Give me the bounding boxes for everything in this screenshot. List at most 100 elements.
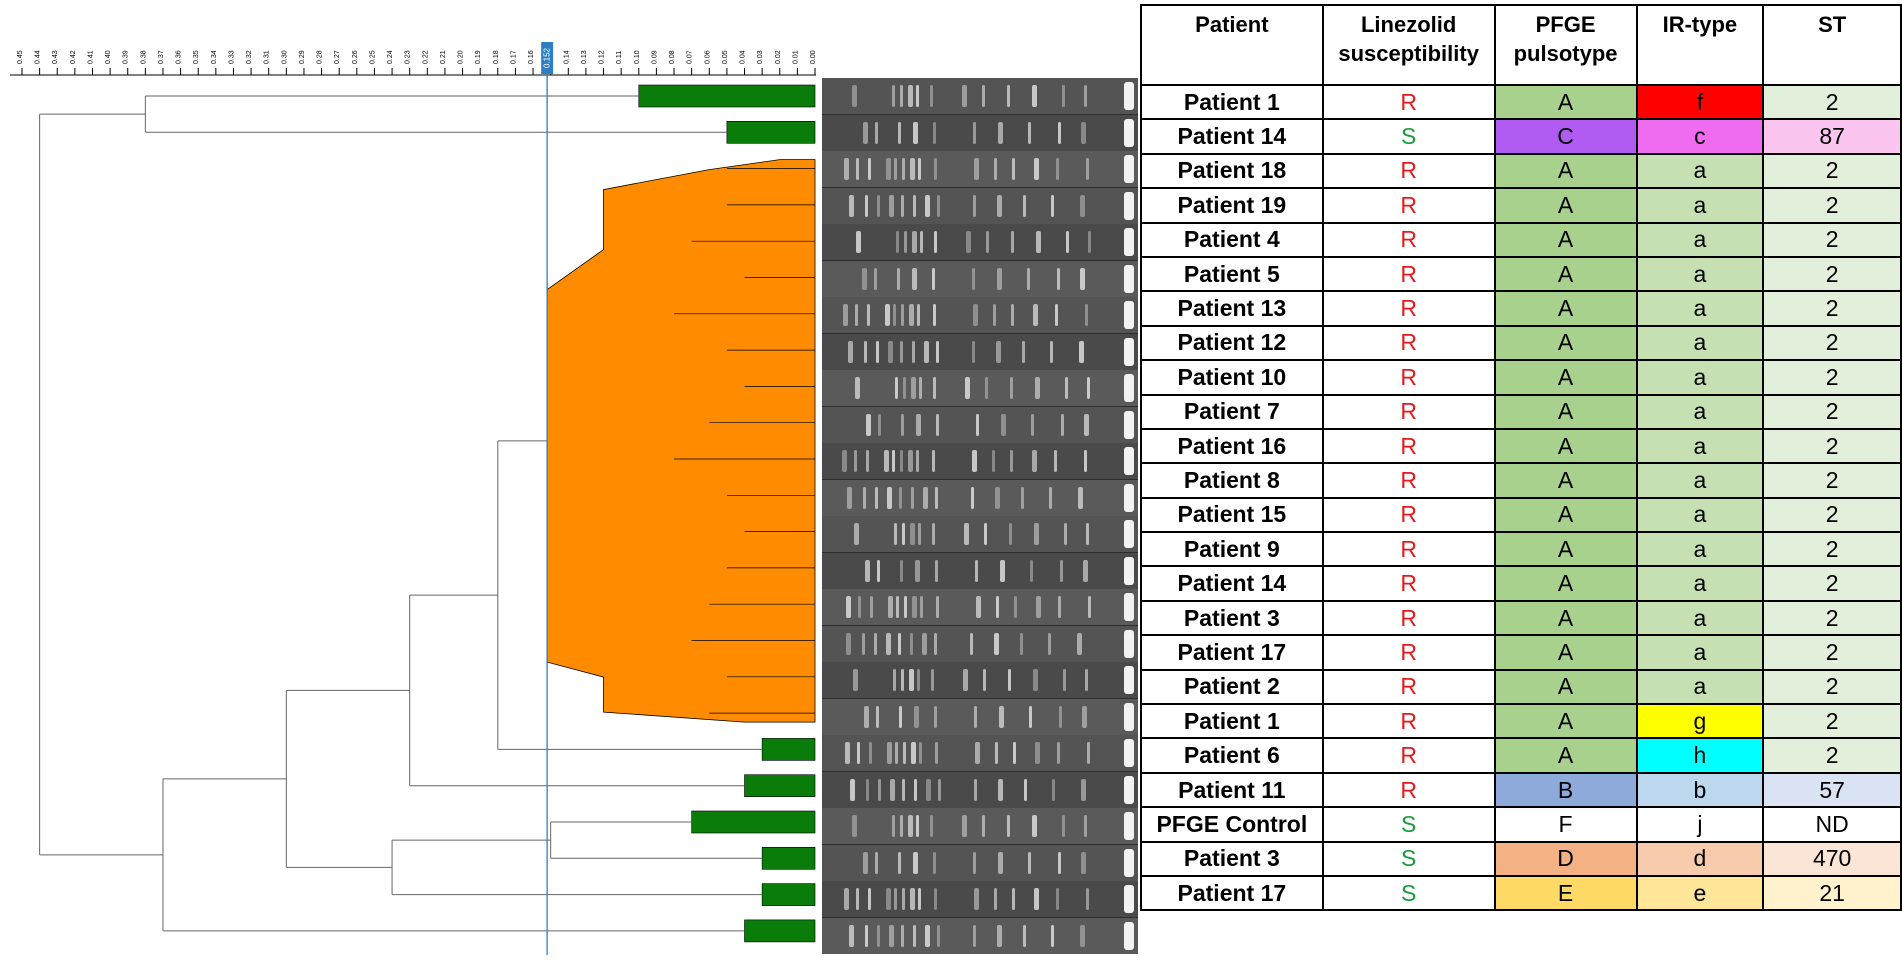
gel-lane	[822, 333, 1138, 371]
gel-band	[934, 231, 937, 253]
linezolid-cell: R	[1321, 634, 1496, 671]
scale-tick-label: 0.03	[757, 50, 764, 64]
pfge-cell: A	[1493, 565, 1638, 602]
gel-band	[1084, 450, 1087, 472]
singleton-leaf	[761, 738, 816, 761]
gel-band	[1049, 486, 1052, 509]
linezolid-cell: R	[1321, 359, 1496, 396]
gel-band	[1032, 815, 1037, 837]
pfge-cell: A	[1493, 462, 1638, 499]
linezolid-cell: R	[1321, 221, 1496, 258]
scale-tick-label: 0.43	[52, 50, 59, 64]
gel-lane	[822, 589, 1138, 627]
gel-band	[935, 742, 938, 764]
gel-band	[875, 486, 878, 509]
gel-band	[892, 815, 895, 837]
gel-band	[973, 304, 978, 326]
gel-band	[935, 486, 938, 509]
gel-band	[1024, 778, 1027, 801]
gel-band	[1022, 340, 1025, 363]
linezolid-cell: S	[1321, 806, 1496, 843]
gel-band	[1013, 742, 1016, 764]
gel-well	[1124, 410, 1134, 439]
gel-band	[1078, 486, 1083, 509]
gel-lane	[822, 406, 1138, 444]
pfge-cell: A	[1493, 599, 1638, 637]
gel-band	[902, 888, 905, 910]
gel-well	[1124, 82, 1134, 110]
gel-band	[923, 486, 928, 509]
gel-band	[887, 742, 892, 764]
gel-band	[915, 559, 920, 582]
gel-band	[894, 523, 897, 545]
patient-cell: Patient 4	[1140, 221, 1324, 258]
gel-band	[996, 340, 1001, 363]
gel-band	[884, 450, 889, 472]
gel-band	[936, 340, 939, 363]
gel-band	[1063, 669, 1066, 691]
gel-band	[850, 778, 855, 801]
gel-band	[930, 815, 933, 837]
gel-band	[863, 486, 866, 509]
gel-band	[934, 632, 937, 655]
st-cell: 2	[1762, 393, 1902, 430]
gel-band	[901, 194, 904, 217]
gel-band	[888, 340, 893, 363]
scale-tick-label: 0.05	[722, 50, 729, 64]
scale-tick-label: 0.13	[581, 50, 588, 64]
gel-band	[976, 596, 981, 618]
gel-band	[904, 596, 907, 618]
singleton-leaf	[761, 846, 816, 870]
scale-tick-label: 0.36	[176, 50, 183, 64]
cutoff-label: 0.152	[542, 47, 551, 68]
linezolid-cell: R	[1321, 565, 1496, 602]
gel-lane	[822, 844, 1138, 882]
gel-lane	[822, 443, 1138, 481]
gel-band	[1058, 121, 1061, 144]
gel-band	[1056, 158, 1059, 180]
gel-band	[998, 121, 1003, 144]
gel-lane	[822, 552, 1138, 590]
gel-well	[1124, 739, 1134, 767]
ir-type-cell: a	[1635, 221, 1765, 258]
st-cell: 2	[1762, 634, 1902, 671]
gel-band	[1084, 413, 1089, 436]
scale-tick-label: 0.01	[792, 50, 799, 64]
gel-band	[917, 304, 920, 326]
gel-band	[937, 194, 940, 217]
gel-band	[1081, 778, 1086, 801]
singleton-leaf	[726, 121, 816, 144]
patient-cell: Patient 6	[1140, 737, 1324, 774]
gel-band	[1057, 742, 1060, 764]
patient-cell: Patient 5	[1140, 255, 1324, 293]
gel-band	[898, 851, 901, 874]
gel-band	[893, 669, 896, 691]
gel-band	[998, 778, 1003, 801]
gel-band	[1062, 85, 1065, 107]
st-cell: 2	[1762, 255, 1902, 293]
gel-band	[931, 669, 934, 691]
gel-band	[1065, 377, 1068, 399]
typing-table: Patient Linezolid susceptibility PFGE pu…	[1140, 4, 1902, 912]
gel-band	[995, 486, 1000, 509]
scale-tick-label: 0.32	[246, 50, 253, 64]
header-ir-type: IR-type	[1635, 4, 1765, 86]
scale-tick-label: 0.26	[352, 50, 359, 64]
gel-lane	[822, 78, 1138, 116]
ir-type-cell: a	[1635, 255, 1765, 293]
linezolid-cell: S	[1321, 874, 1496, 912]
gel-band	[886, 158, 891, 180]
pfge-cell: A	[1493, 634, 1638, 671]
gel-band	[1086, 523, 1089, 545]
gel-band	[852, 815, 857, 837]
gel-band	[862, 267, 867, 290]
gel-lane	[822, 698, 1138, 736]
patient-cell: Patient 14	[1140, 565, 1324, 602]
gel-band	[997, 924, 1002, 947]
